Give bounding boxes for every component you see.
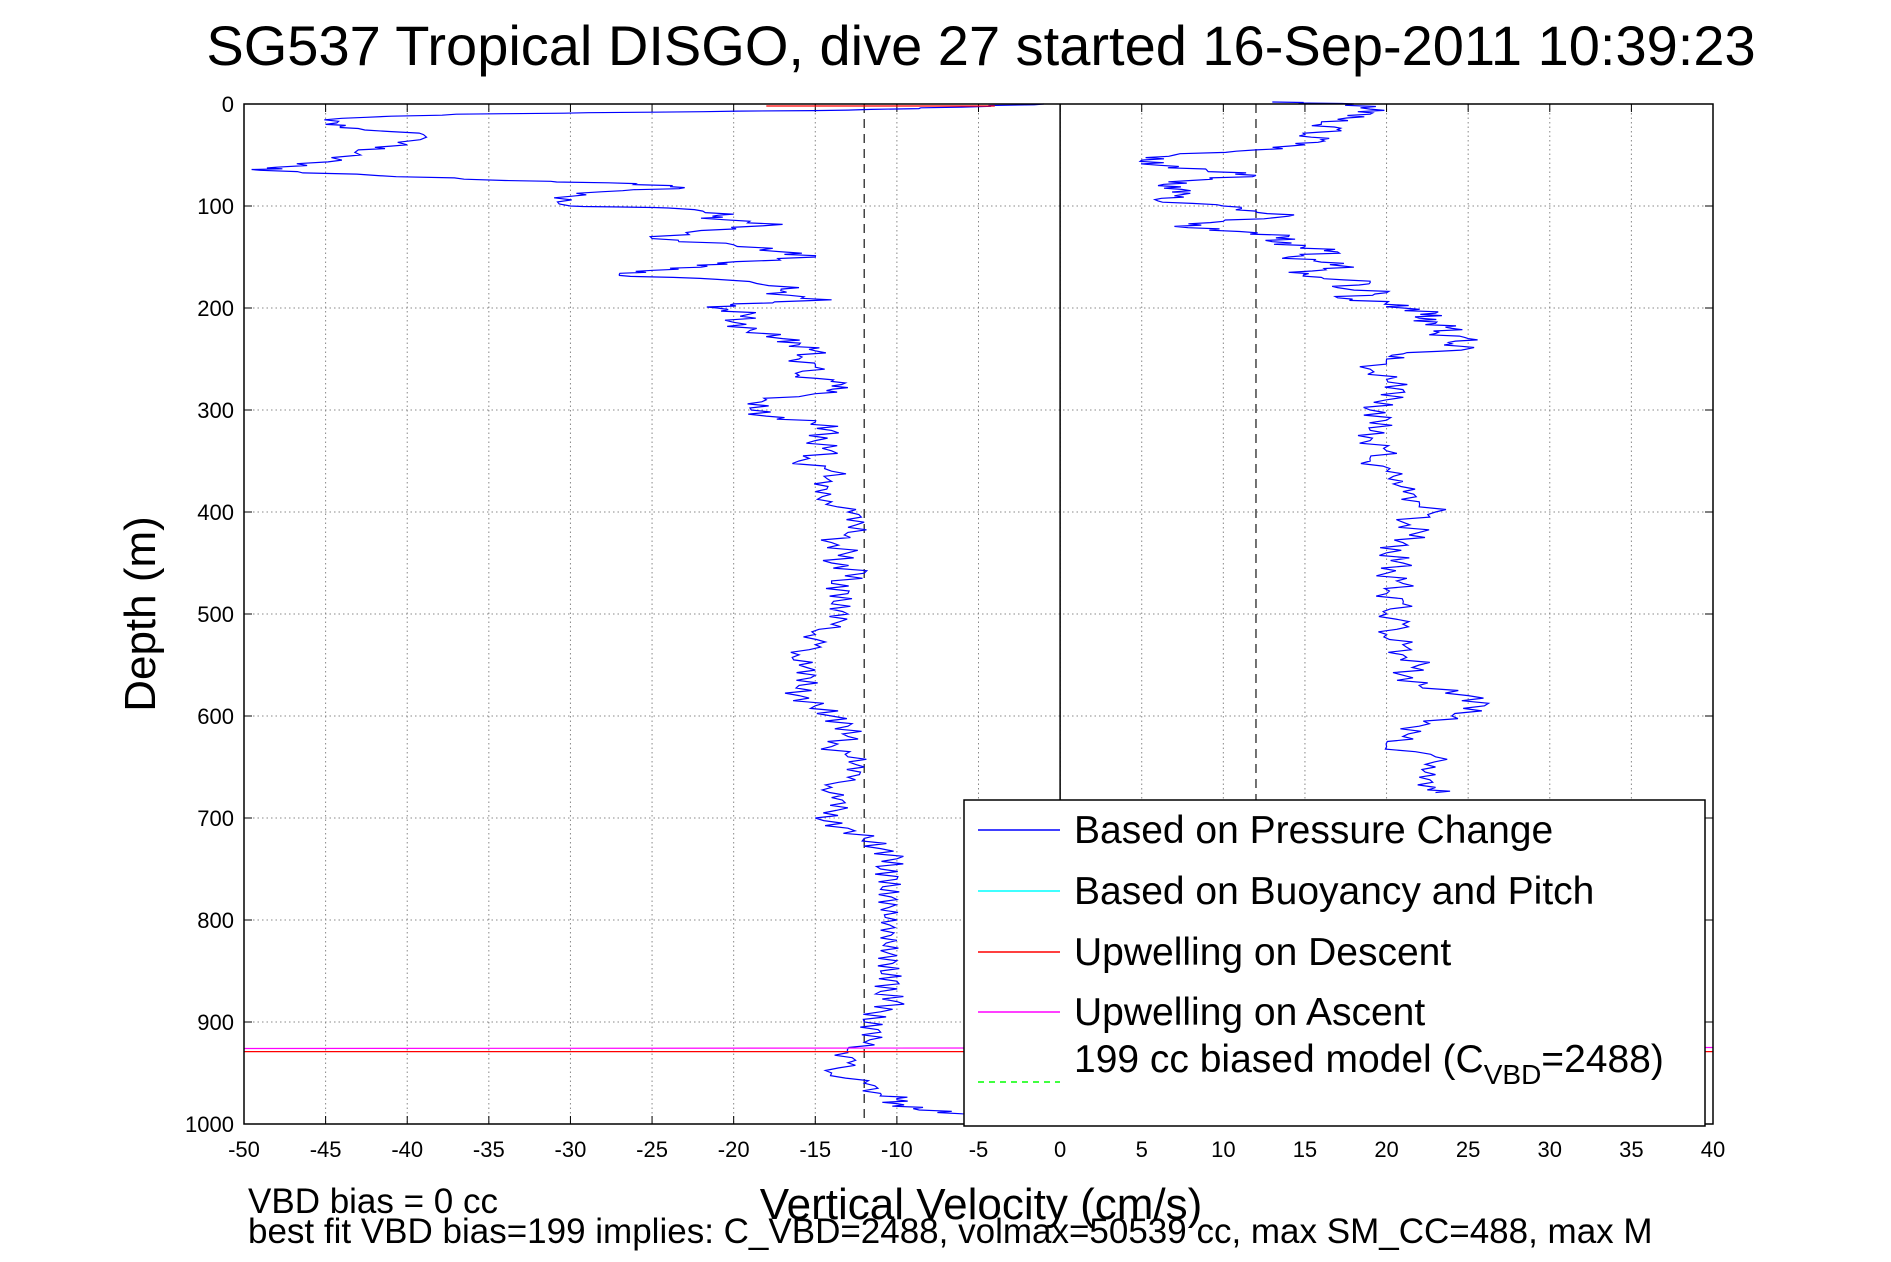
x-tick-label: -20 (718, 1137, 750, 1162)
legend-label-model-sub: VBD (1484, 1059, 1542, 1090)
y-tick-label: 600 (197, 704, 234, 729)
y-tick-label: 100 (197, 194, 234, 219)
x-tick-label: -40 (391, 1137, 423, 1162)
footer-line-1: VBD bias = 0 cc (248, 1182, 498, 1221)
y-tick-label: 900 (197, 1010, 234, 1035)
x-tick-label: 40 (1701, 1137, 1725, 1162)
legend-label-model-end: =2488) (1541, 1038, 1664, 1081)
x-tick-label: 5 (1136, 1137, 1148, 1162)
legend-label-descent: Upwelling on Descent (1074, 931, 1451, 974)
y-tick-label: 800 (197, 908, 234, 933)
series-line (1138, 101, 1491, 794)
x-tick-label: -15 (799, 1137, 831, 1162)
legend-label-buoyancy: Based on Buoyancy and Pitch (1074, 870, 1594, 913)
x-tick-label: -30 (555, 1137, 587, 1162)
x-tick-label: 35 (1619, 1137, 1643, 1162)
x-tick-label: 25 (1456, 1137, 1480, 1162)
x-tick-label: -45 (310, 1137, 342, 1162)
legend-label-model-main: 199 cc biased model (C (1074, 1038, 1484, 1081)
y-tick-label: 500 (197, 602, 234, 627)
y-tick-label: 300 (197, 398, 234, 423)
legend-label-model: 199 cc biased model (CVBD=2488) (1074, 1038, 1664, 1090)
legend: Based on Pressure Change Based on Buoyan… (963, 799, 1706, 1127)
legend-label-ascent: Upwelling on Ascent (1074, 991, 1425, 1034)
legend-box (963, 799, 1706, 1127)
x-tick-label: -35 (473, 1137, 505, 1162)
x-tick-label: -50 (228, 1137, 260, 1162)
x-tick-label: -5 (969, 1137, 989, 1162)
x-tick-label: 30 (1538, 1137, 1562, 1162)
x-tick-label: 15 (1293, 1137, 1317, 1162)
x-tick-labels: -50 -45 -40 -35 -30 -25 -20 -15 -10 -5 0 5 10 15 20 25 3… (228, 1137, 1725, 1162)
series-line (251, 103, 1191, 1117)
x-axis-label: Vertical Velocity (cm/s) (760, 1180, 1203, 1229)
x-tick-label: 20 (1374, 1137, 1398, 1162)
legend-label-pressure: Based on Pressure Change (1074, 809, 1553, 852)
y-tick-label: 0 (222, 92, 234, 117)
x-tick-label: -10 (881, 1137, 913, 1162)
x-tick-label: 0 (1054, 1137, 1066, 1162)
x-tick-label: -25 (636, 1137, 668, 1162)
y-tick-label: 1000 (185, 1112, 234, 1137)
y-axis-label: Depth (m) (116, 516, 165, 712)
x-tick-label: 10 (1211, 1137, 1235, 1162)
y-tick-labels: 0 100 200 300 400 500 600 700 800 900 1000 (185, 92, 234, 1137)
y-tick-label: 400 (197, 500, 234, 525)
y-tick-label: 200 (197, 296, 234, 321)
footer-line-2: best fit VBD bias=199 implies: C_VBD=248… (248, 1212, 1653, 1251)
y-tick-label: 700 (197, 806, 234, 831)
chart-title: SG537 Tropical DISGO, dive 27 started 16… (206, 14, 1755, 77)
